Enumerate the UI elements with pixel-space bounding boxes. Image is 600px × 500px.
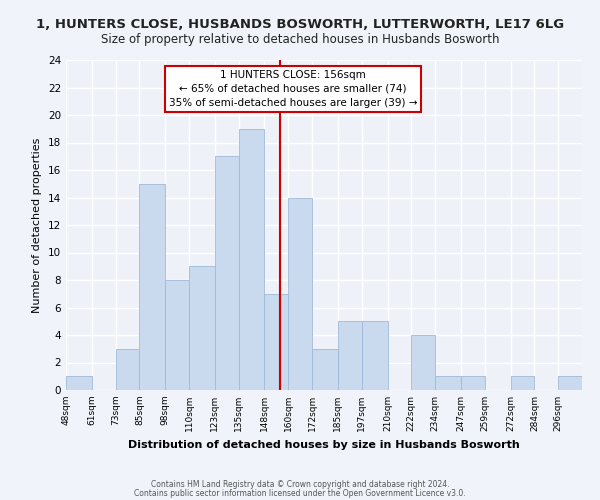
X-axis label: Distribution of detached houses by size in Husbands Bosworth: Distribution of detached houses by size …	[128, 440, 520, 450]
Bar	[66, 376, 92, 390]
Bar	[338, 322, 362, 390]
Bar	[165, 280, 189, 390]
Text: Contains HM Land Registry data © Crown copyright and database right 2024.: Contains HM Land Registry data © Crown c…	[151, 480, 449, 489]
Bar	[265, 294, 288, 390]
Text: Contains public sector information licensed under the Open Government Licence v3: Contains public sector information licen…	[134, 488, 466, 498]
Text: 1 HUNTERS CLOSE: 156sqm
← 65% of detached houses are smaller (74)
35% of semi-de: 1 HUNTERS CLOSE: 156sqm ← 65% of detache…	[169, 70, 417, 108]
Text: Size of property relative to detached houses in Husbands Bosworth: Size of property relative to detached ho…	[101, 32, 499, 46]
Bar	[312, 349, 338, 390]
Text: 1, HUNTERS CLOSE, HUSBANDS BOSWORTH, LUTTERWORTH, LE17 6LG: 1, HUNTERS CLOSE, HUSBANDS BOSWORTH, LUT…	[36, 18, 564, 30]
Bar	[139, 184, 165, 390]
Bar	[412, 335, 435, 390]
Bar	[215, 156, 239, 390]
Y-axis label: Number of detached properties: Number of detached properties	[32, 138, 43, 312]
Bar	[288, 198, 312, 390]
Bar	[189, 266, 215, 390]
Bar	[558, 376, 582, 390]
Bar	[239, 128, 265, 390]
Bar	[435, 376, 461, 390]
Bar	[116, 349, 139, 390]
Bar	[511, 376, 535, 390]
Bar	[362, 322, 388, 390]
Bar	[461, 376, 485, 390]
